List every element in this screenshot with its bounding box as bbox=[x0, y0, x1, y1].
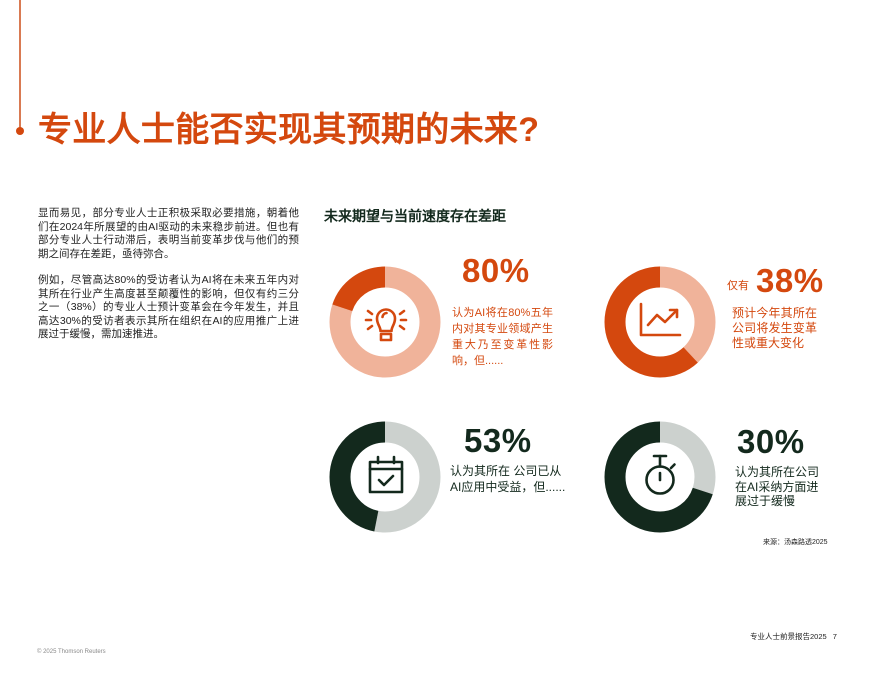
text-line: AI应用中受益，但...... bbox=[450, 479, 566, 494]
text-line: 公司将发生变革 bbox=[732, 320, 817, 335]
text-line: 展过于缓慢，需加速推进。 bbox=[38, 328, 164, 341]
text-line: 们在2024年所展望的由AI驱动的未来稳步前进。但也有 bbox=[38, 220, 299, 233]
report-name: 专业人士前景报告2025 bbox=[750, 632, 827, 641]
text-line: 部分专业人士行动滞后，表明当前变革步伐与他们的预 bbox=[38, 234, 299, 247]
page-title: 专业人士能否实现其预期的未来? bbox=[38, 111, 540, 149]
stat-prefix-38: 仅有 bbox=[727, 280, 749, 292]
stat-description-80: 认为AI将在80%五年 内对其专业领域产生 重大乃至变革性影 响，但...... bbox=[452, 305, 553, 369]
stat-value-53: 53% bbox=[464, 422, 532, 459]
text-line: 响，但...... bbox=[452, 355, 504, 367]
stopwatch-icon bbox=[645, 454, 676, 495]
text-line: 性或重大变化 bbox=[732, 335, 805, 350]
decorative-dot bbox=[16, 127, 24, 135]
text-line: 期之间存在差距，亟待弥合。 bbox=[38, 247, 175, 260]
text-line: 显而易见，部分专业人士正积极采取必要措施，朝着他 bbox=[38, 207, 299, 219]
trend-chart-icon bbox=[639, 302, 682, 337]
stat-description-30: 认为其所在公司 在AI采纳方面进 展过于缓慢 bbox=[735, 465, 820, 509]
text-line: 其所在行业产生高度甚至颠覆性的影响，但仅有约三分 bbox=[38, 287, 299, 300]
donut-chart-80 bbox=[329, 266, 441, 378]
donut-chart-38 bbox=[604, 266, 716, 378]
text-line: 之一（38%）的专业人士预计变革会在今年发生，并且 bbox=[38, 301, 299, 314]
text-line: 认为其所在公司 bbox=[735, 465, 820, 479]
calendar-check-icon bbox=[368, 455, 404, 494]
infographic-title: 未来期望与当前速度存在差距 bbox=[324, 208, 506, 224]
text-line: 在AI采纳方面进 bbox=[735, 479, 819, 494]
decorative-vertical-line bbox=[19, 0, 21, 128]
text-line: 展过于缓慢 bbox=[735, 494, 796, 508]
text-line: 内对其专业领域产生 bbox=[452, 323, 553, 335]
stat-description-38: 预计今年其所在 公司将发生变革 性或重大变化 bbox=[732, 306, 817, 351]
donut-chart-53 bbox=[329, 421, 441, 533]
stat-value-38: 38% bbox=[756, 262, 824, 299]
body-paragraph-2: 例如，尽管高达80%的受访者认为AI将在未来五年内对 其所在行业产生高度甚至颠覆… bbox=[38, 274, 299, 342]
stat-value-30: 30% bbox=[737, 423, 805, 460]
donut-segment bbox=[329, 266, 441, 378]
text-line: 例如，尽管高达80%的受访者认为AI将在未来五年内对 bbox=[38, 274, 299, 286]
text-line: 高达30%的受访者表示其所在组织在AI的应用推广上进 bbox=[38, 314, 299, 327]
donut-segment bbox=[604, 421, 716, 533]
donut-chart-30 bbox=[604, 421, 716, 533]
text-line: 预计今年其所在 bbox=[732, 305, 817, 320]
body-paragraph-1: 显而易见，部分专业人士正积极采取必要措施，朝着他 们在2024年所展望的由AI驱… bbox=[38, 207, 299, 261]
page-number: 7 bbox=[832, 632, 837, 641]
page-footer: 专业人士前景报告2025 7 bbox=[750, 632, 837, 642]
text-line: 重大乃至变革性影 bbox=[452, 339, 553, 351]
lightbulb-icon bbox=[364, 308, 408, 342]
stat-description-53: 认为其所在 公司已从 AI应用中受益，但...... bbox=[450, 464, 566, 495]
donut-segment bbox=[329, 421, 441, 533]
copyright-notice: © 2025 Thomson Reuters bbox=[37, 649, 106, 655]
stat-value-80: 80% bbox=[462, 252, 530, 289]
text-line: 认为其所在 公司已从 bbox=[450, 464, 562, 478]
text-line: 认为AI将在80%五年 bbox=[452, 307, 553, 319]
source-note: 来源：汤森路透2025 bbox=[763, 539, 828, 546]
donut-segment bbox=[604, 266, 716, 378]
